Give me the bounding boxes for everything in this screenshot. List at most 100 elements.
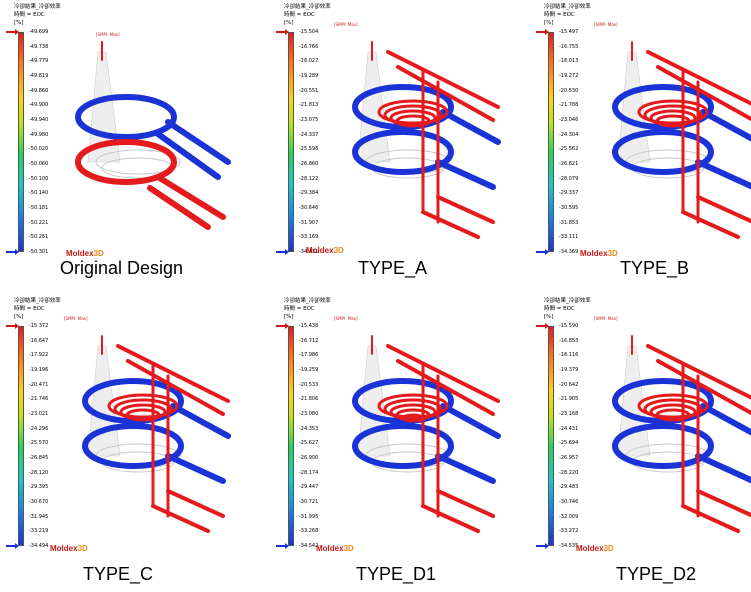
max-arrow-icon <box>276 323 289 329</box>
scale-tick-label: -30.646 <box>299 205 319 211</box>
result-panel-type-b: 冷卻結果_冷卻效率 時間 = EOC [%] -15.497 -16.755 -18… <box>530 0 751 296</box>
panel-caption: TYPE_A <box>358 258 428 278</box>
scale-tick-label: -23.075 <box>299 117 319 123</box>
scale-tick-label: -29.395 <box>29 484 49 491</box>
panel-caption: TYPE_D2 <box>616 564 697 584</box>
scale-tick-label: -20.551 <box>299 87 319 94</box>
scale-tick-label: -16.712 <box>299 337 319 344</box>
scale-tick-label: -25.694 <box>559 440 579 447</box>
scale-tick-label: -17.922 <box>29 352 49 359</box>
scale-tick-label: -26.900 <box>299 455 319 461</box>
min-arrow-icon <box>536 543 549 549</box>
panel-header: 冷卻結果_冷卻效率 時間 = EOC [%] <box>284 298 331 320</box>
scale-tick-label: -19.259 <box>299 367 319 373</box>
panel-caption: TYPE_D1 <box>356 564 437 584</box>
cooling-pipe <box>147 185 211 230</box>
manifold-pipe <box>421 504 480 533</box>
scale-tick-label: -15.497 <box>559 29 579 35</box>
scale-tick-label: -23.021 <box>29 411 49 417</box>
scale-tick-label: -31.995 <box>299 513 319 520</box>
scale-tick-label: -49.940 <box>29 117 49 123</box>
gate-label: [SMPI: Max] <box>96 32 120 37</box>
scale-tick-label: -34.542 <box>299 543 319 549</box>
scale-tick-label: -50.261 <box>29 234 49 241</box>
scale-tick-label: -21.813 <box>299 102 319 109</box>
scale-tick-label: -30.721 <box>299 499 319 505</box>
scale-tick-label: -50.301 <box>29 249 49 255</box>
scale-tick-label: -19.272 <box>559 73 579 79</box>
scale-tick-label: -50.020 <box>29 146 49 153</box>
manifold-pipe <box>681 210 740 239</box>
scale-tick-label: -16.755 <box>559 43 579 50</box>
scale-tick-label: -26.957 <box>559 455 579 461</box>
scale-tick-label: -49.900 <box>29 102 49 109</box>
cooling-ring-upper <box>352 378 454 424</box>
scale-tick-label: -34.494 <box>29 543 49 549</box>
cooling-pipe <box>695 453 751 484</box>
baffle-coil <box>395 114 431 128</box>
scale-tick-label: -23.168 <box>559 411 579 417</box>
scale-tick-label: -21.905 <box>559 396 579 403</box>
channel-model <box>352 335 501 533</box>
scale-tick-label: -21.806 <box>299 396 319 403</box>
manifold-pipe <box>436 489 495 518</box>
manifold-pipe <box>396 359 495 416</box>
scale-tick-label: -25.562 <box>559 146 579 153</box>
scale-tick-label: -34.431 <box>299 249 319 255</box>
scale-tick-label: -16.647 <box>29 337 49 344</box>
result-panel-type-d2: 冷卻結果_冷卻效率 時間 = EOC [%] -15.590 -16.853 -18… <box>530 294 751 590</box>
cooling-pipe <box>695 159 751 190</box>
cooling-pipe <box>155 174 226 220</box>
scale-tick-label: -26.860 <box>299 161 319 167</box>
scale-tick-label: -16.853 <box>559 337 579 344</box>
panel-caption: TYPE_B <box>620 258 690 278</box>
moldex-logo: Moldex3D <box>316 544 354 553</box>
scale-tick-label: -33.272 <box>559 528 579 535</box>
panel-caption: Original Design <box>60 258 184 278</box>
scale-tick-label: -31.907 <box>299 219 319 226</box>
cooling-ring-lower <box>612 423 714 469</box>
scale-tick-label: -28.220 <box>559 469 579 476</box>
manifold-pipe <box>696 195 751 224</box>
scale-tick-label: -34.369 <box>559 249 579 255</box>
color-scale-ticks: -49.699 -49.738 -49.779 -49.819 -49.860 -49.9… <box>26 29 60 255</box>
cooling-pipe <box>435 159 496 190</box>
channel-model <box>82 335 231 533</box>
manifold-pipe <box>126 359 225 416</box>
cooling-ring-upper <box>612 84 714 130</box>
manifold-pipe <box>386 50 500 109</box>
scale-tick-label: -19.289 <box>299 73 319 79</box>
cooling-pipe <box>440 109 501 145</box>
scale-tick-label: -25.598 <box>299 146 319 153</box>
color-scale-bar <box>288 326 294 546</box>
baffle-coil <box>655 114 691 128</box>
cooling-ring-lower <box>352 129 454 175</box>
scale-tick-label: -28.174 <box>299 469 319 476</box>
channel-model <box>352 41 501 239</box>
channel-model <box>612 41 751 239</box>
cooling-pipe <box>165 119 231 165</box>
cooling-ring-lower <box>75 139 177 185</box>
scale-tick-label: -28.079 <box>559 175 579 182</box>
moldex-logo: Moldex3D <box>66 249 104 258</box>
cooling-ring-lower <box>612 129 714 175</box>
manifold-pipe <box>436 195 495 224</box>
scale-tick-label: -25.627 <box>299 440 319 447</box>
scale-tick-label: -15.504 <box>299 29 319 35</box>
color-scale-ticks: -15.372 -16.647 -17.922 -19.196 -20.471 -21.7… <box>26 323 60 549</box>
scale-tick-label: -25.570 <box>29 440 49 447</box>
result-panel-type-d1: 冷卻結果_冷卻效率 時間 = EOC [%] -15.438 -16.712 -17… <box>270 294 520 590</box>
scale-tick-label: -17.986 <box>299 352 319 359</box>
manifold-pipe <box>696 489 751 518</box>
scale-tick-label: -29.447 <box>299 484 319 491</box>
cooling-pipe <box>700 109 751 142</box>
moldex-logo: Moldex3D <box>306 246 344 255</box>
scale-tick-label: -49.819 <box>29 73 49 79</box>
scale-tick-label: -50.060 <box>29 161 49 167</box>
scale-tick-label: -15.590 <box>559 323 579 329</box>
scale-tick-label: -20.471 <box>29 381 49 388</box>
result-panel-type-a: 冷卻結果_冷卻效率 時間 = EOC [%] -15.504 -16.766 -18… <box>270 0 520 296</box>
gate-label: [SMPI: Max] <box>594 316 618 321</box>
color-scale-ticks: -15.590 -16.853 -18.116 -19.379 -20.642 -21.9… <box>556 323 590 549</box>
cooling-pipe <box>170 403 231 439</box>
